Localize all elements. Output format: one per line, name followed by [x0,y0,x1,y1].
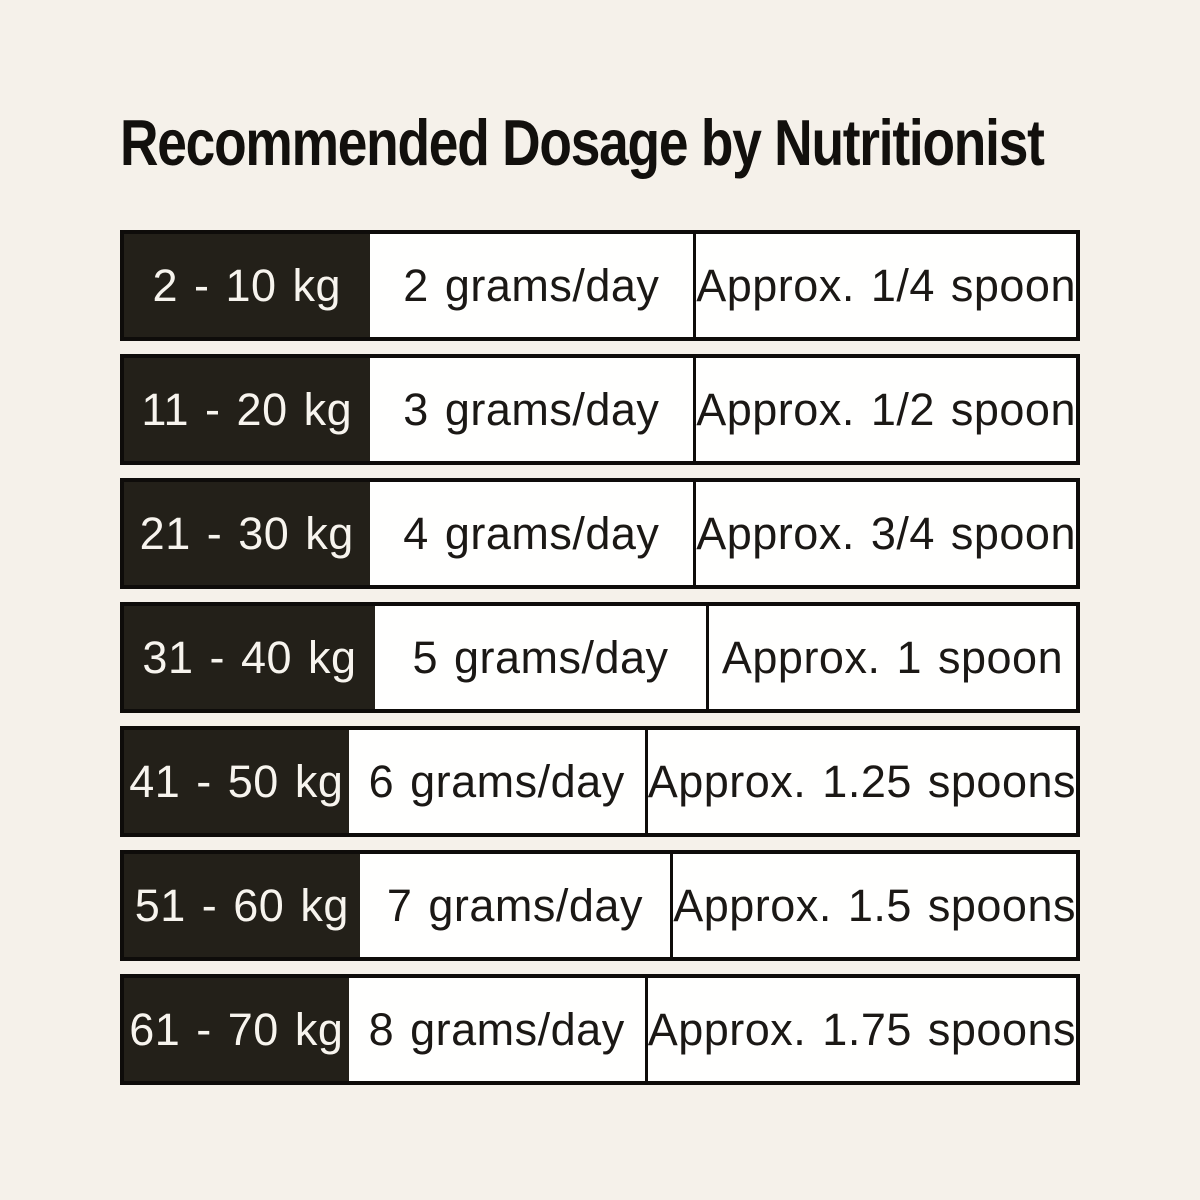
dosage-cell: 5 grams/day [375,606,709,709]
weight-range-cell: 21 - 30 kg [124,482,370,585]
table-row: 31 - 40 kg 5 grams/day Approx. 1 spoon [120,602,1080,713]
spoon-equivalent-cell: Approx. 1 spoon [709,606,1076,709]
spoon-equivalent-cell: Approx. 1.25 spoons [647,730,1076,833]
weight-range-cell: 41 - 50 kg [124,730,349,833]
page-title: Recommended Dosage by Nutritionist [120,106,1045,179]
dosage-cell: 2 grams/day [369,234,697,337]
spoon-equivalent-cell: Approx. 1/2 spoon [696,358,1076,461]
dosage-cell: 8 grams/day [348,978,648,1081]
dosage-cell: 4 grams/day [369,482,697,585]
spoon-equivalent-cell: Approx. 1.5 spoons [673,854,1076,957]
weight-range-cell: 11 - 20 kg [124,358,370,461]
spoon-equivalent-cell: Approx. 1.75 spoons [647,978,1076,1081]
table-row: 41 - 50 kg 6 grams/day Approx. 1.25 spoo… [120,726,1080,837]
weight-range-cell: 31 - 40 kg [124,606,375,709]
dosage-cell: 7 grams/day [359,854,674,957]
table-row: 2 - 10 kg 2 grams/day Approx. 1/4 spoon [120,230,1080,341]
spoon-equivalent-cell: Approx. 3/4 spoon [696,482,1076,585]
dosage-table: 2 - 10 kg 2 grams/day Approx. 1/4 spoon … [120,230,1080,1098]
dosage-cell: 3 grams/day [369,358,697,461]
weight-range-cell: 51 - 60 kg [124,854,360,957]
spoon-equivalent-cell: Approx. 1/4 spoon [696,234,1076,337]
table-row: 51 - 60 kg 7 grams/day Approx. 1.5 spoon… [120,850,1080,961]
table-row: 21 - 30 kg 4 grams/day Approx. 3/4 spoon [120,478,1080,589]
table-row: 11 - 20 kg 3 grams/day Approx. 1/2 spoon [120,354,1080,465]
dosage-cell: 6 grams/day [348,730,648,833]
weight-range-cell: 61 - 70 kg [124,978,349,1081]
weight-range-cell: 2 - 10 kg [124,234,370,337]
table-row: 61 - 70 kg 8 grams/day Approx. 1.75 spoo… [120,974,1080,1085]
